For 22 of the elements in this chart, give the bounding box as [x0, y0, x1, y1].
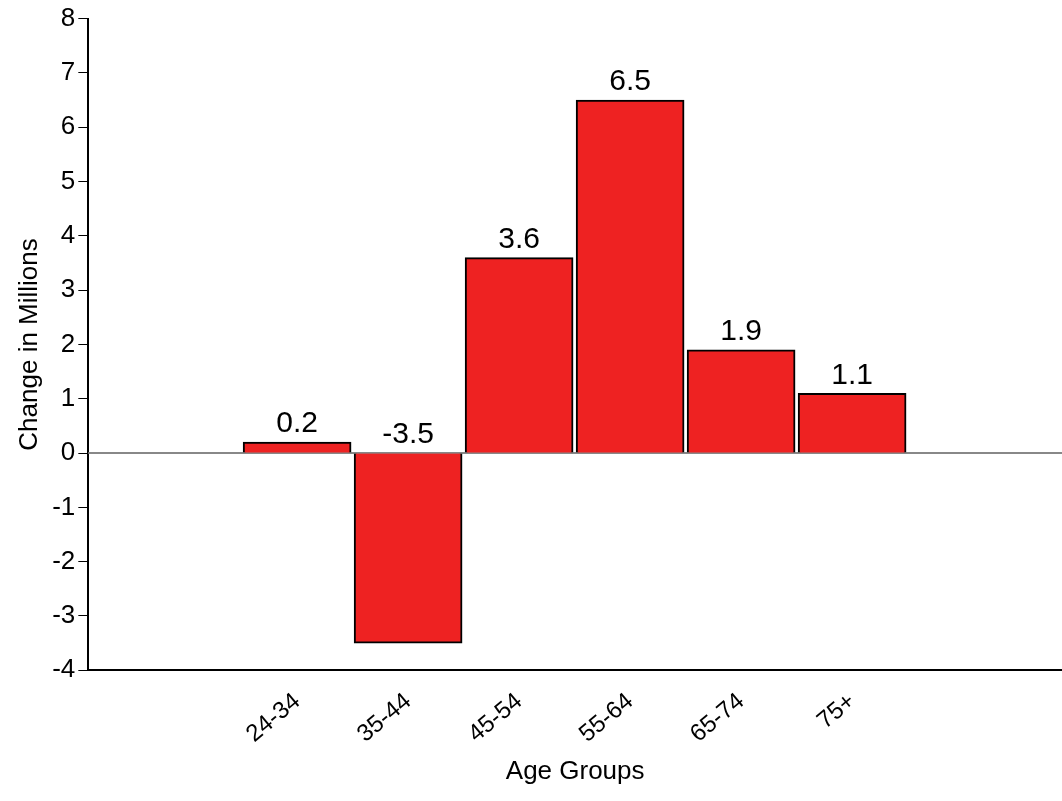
- y-tick-label: -3: [52, 599, 76, 630]
- data-label: 1.1: [831, 356, 873, 390]
- y-tick-label: 2: [60, 327, 76, 358]
- y-tick-label: 8: [60, 1, 76, 32]
- y-tick-label: 5: [60, 164, 76, 195]
- x-axis-title: Age Groups: [505, 754, 645, 785]
- data-label: -3.5: [382, 416, 434, 450]
- y-tick-label: 3: [60, 273, 76, 304]
- data-label: 1.9: [720, 313, 762, 347]
- y-tick-label: 0: [60, 436, 76, 467]
- y-tick-label: 4: [60, 219, 76, 249]
- data-label: 3.6: [498, 220, 540, 254]
- y-tick-label: 6: [60, 110, 76, 141]
- y-axis-title: Change in Millions: [12, 238, 43, 451]
- y-tick-label: 1: [60, 381, 76, 412]
- y-tick-label: -2: [52, 544, 76, 575]
- data-label: 0.2: [276, 405, 318, 439]
- y-tick-label: -1: [52, 490, 76, 521]
- y-tick-label: 7: [60, 56, 76, 87]
- x-tick-label: 75+: [811, 686, 860, 734]
- data-label: 6.5: [609, 63, 651, 97]
- y-tick-label: -4: [52, 653, 76, 684]
